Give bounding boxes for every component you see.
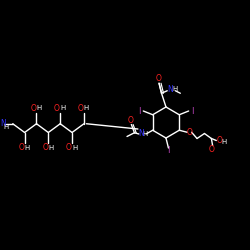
- Text: O: O: [54, 104, 60, 113]
- Text: N: N: [0, 118, 6, 128]
- Text: H: H: [24, 145, 30, 151]
- Text: H: H: [221, 139, 226, 145]
- Text: N: N: [167, 85, 172, 94]
- Text: H: H: [72, 145, 77, 151]
- Text: H: H: [84, 105, 89, 111]
- Text: O: O: [208, 146, 214, 154]
- Text: H: H: [142, 131, 148, 137]
- Text: H: H: [48, 145, 54, 151]
- Text: O: O: [42, 144, 48, 152]
- Text: H: H: [60, 105, 65, 111]
- Text: I: I: [138, 106, 141, 116]
- Text: O: O: [156, 74, 161, 83]
- Text: O: O: [78, 104, 84, 113]
- Text: H: H: [4, 124, 9, 130]
- Text: H: H: [36, 105, 42, 111]
- Text: O: O: [128, 116, 134, 125]
- Text: O: O: [187, 128, 192, 137]
- Text: O: O: [217, 136, 223, 145]
- Text: I: I: [167, 146, 170, 155]
- Text: O: O: [30, 104, 36, 113]
- Text: I: I: [191, 106, 194, 116]
- Text: O: O: [66, 144, 72, 152]
- Text: N: N: [138, 130, 144, 138]
- Text: H: H: [172, 86, 178, 92]
- Text: O: O: [18, 144, 24, 152]
